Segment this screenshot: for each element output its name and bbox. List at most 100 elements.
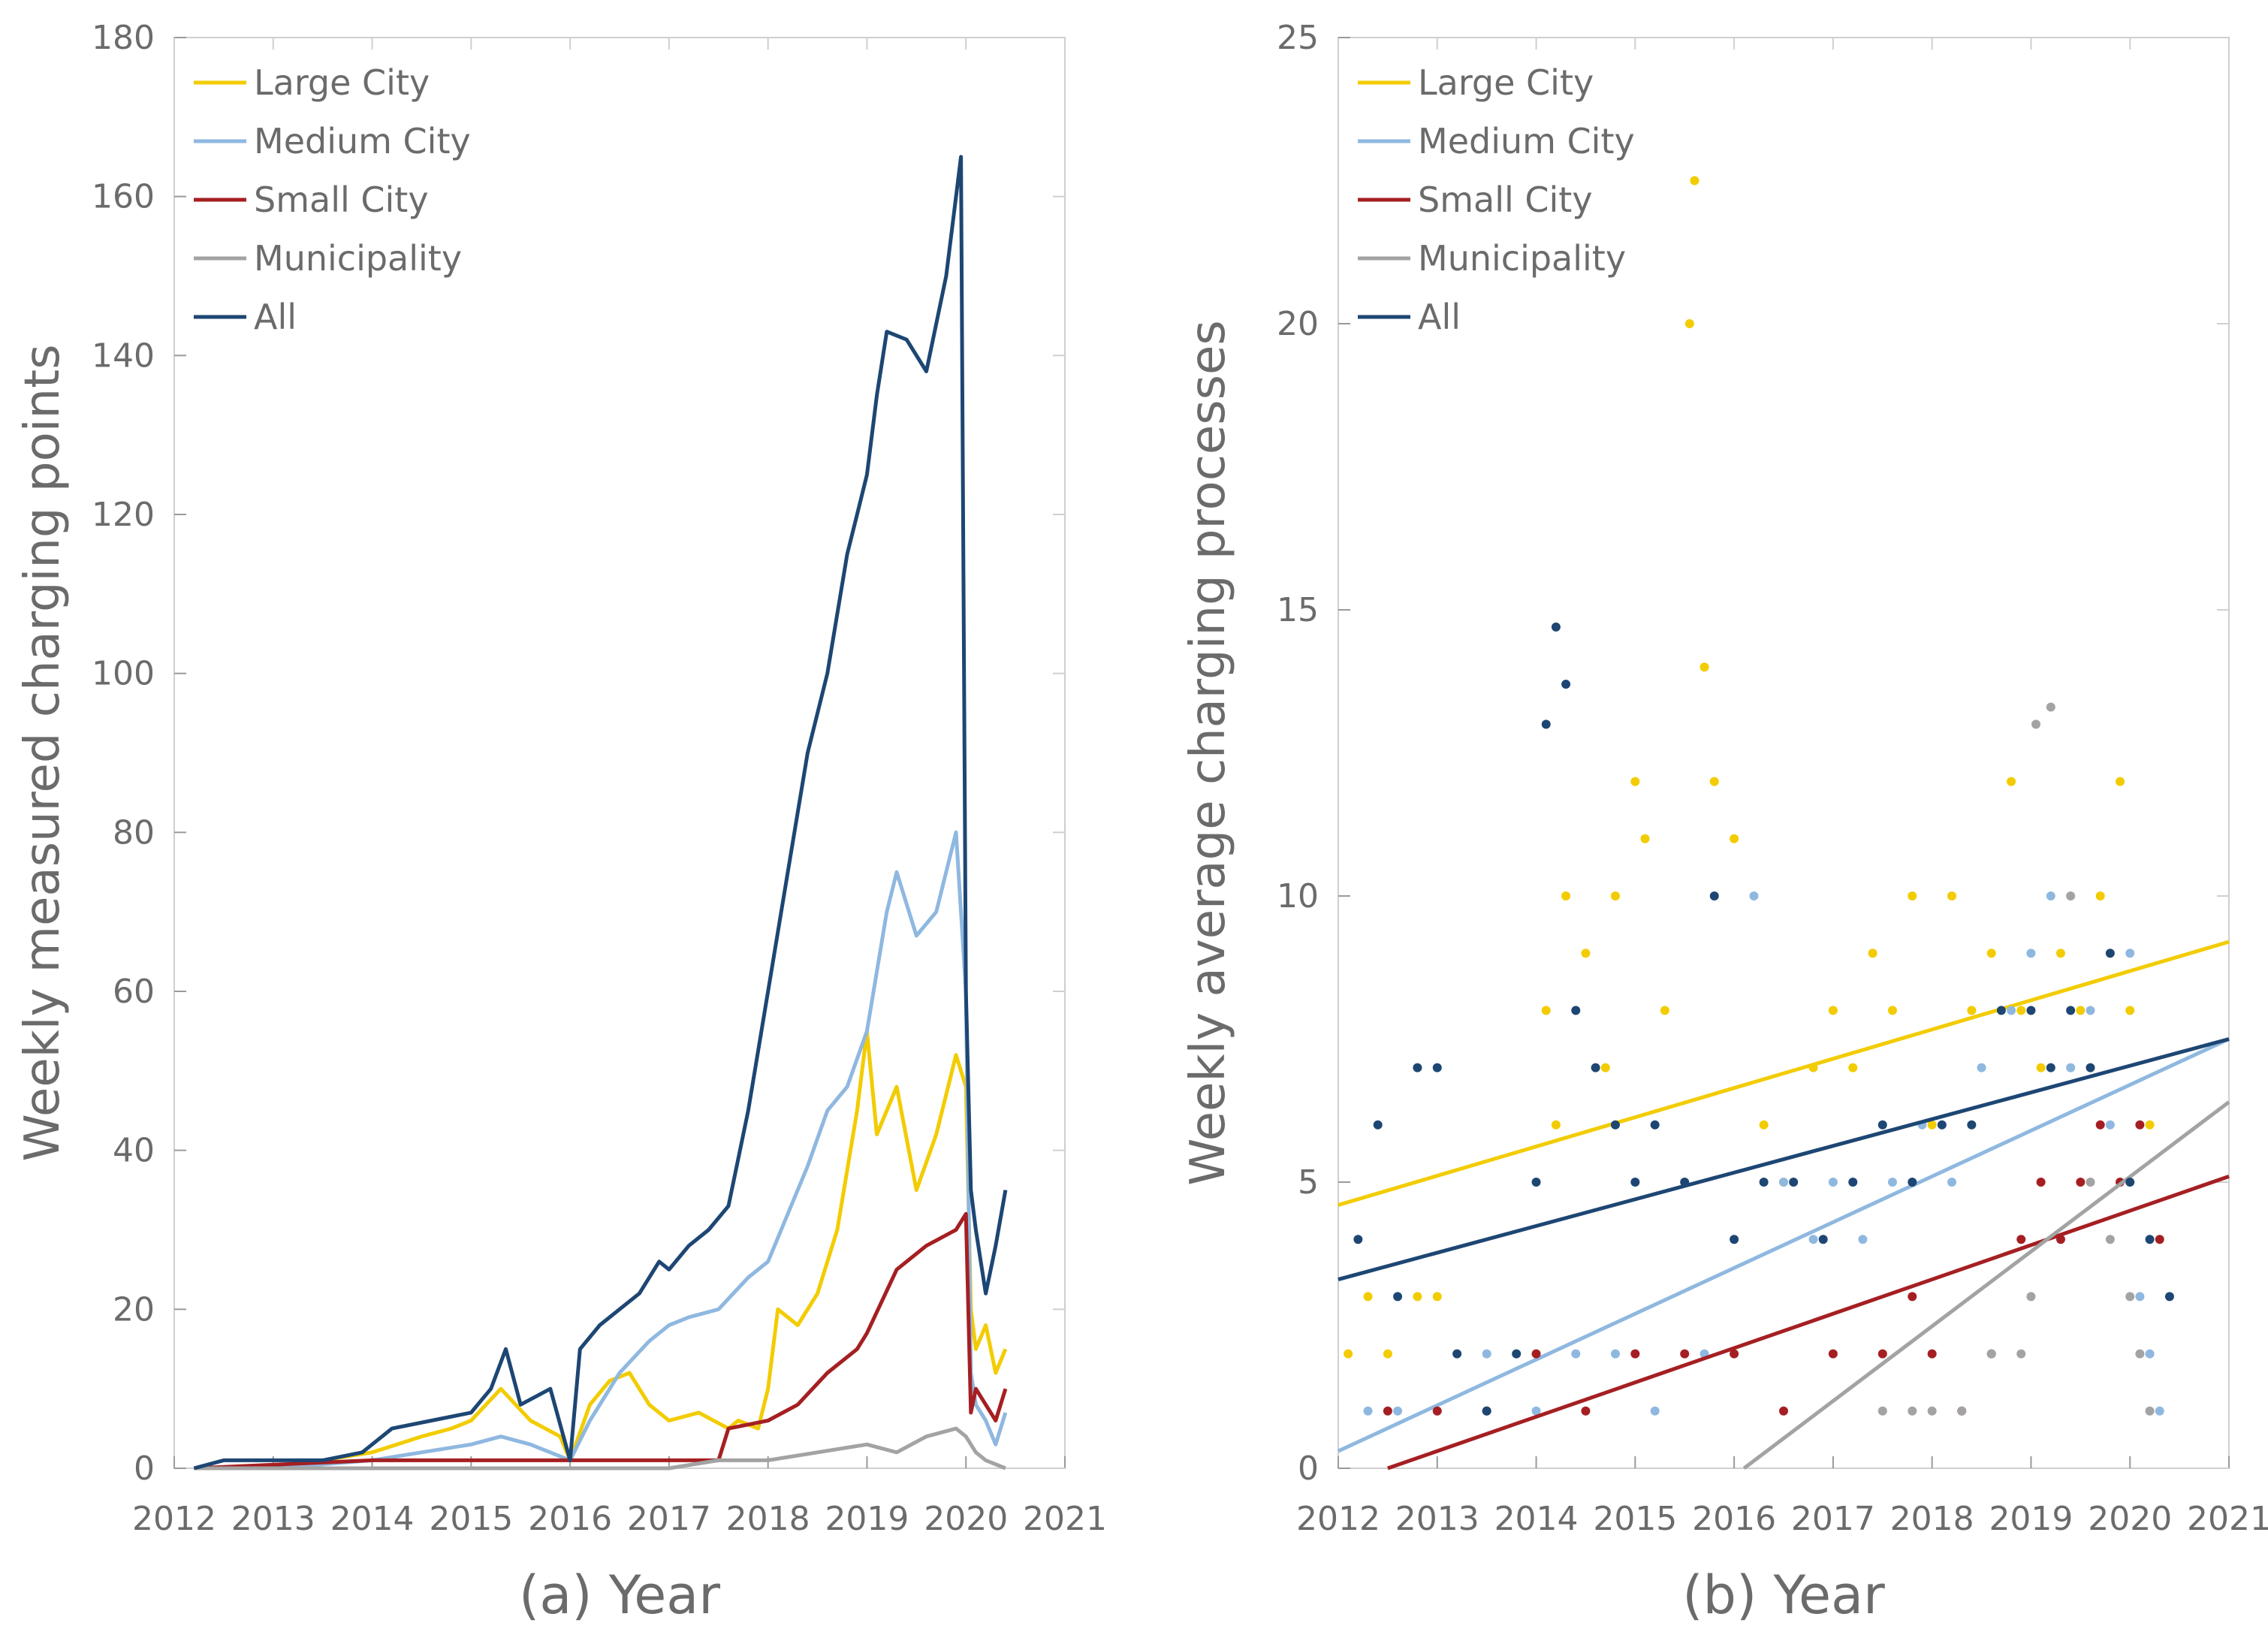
data-point-all — [1650, 1120, 1660, 1130]
data-point-small-city — [2016, 1235, 2026, 1244]
data-point-medium-city — [2145, 1349, 2155, 1359]
data-point-medium-city — [1482, 1349, 1491, 1359]
y-tick-label: 15 — [1277, 591, 1319, 629]
x-tick-label: 2013 — [1395, 1500, 1479, 1538]
trend-line-municipality — [1742, 1100, 2230, 1470]
data-point-medium-city — [2135, 1292, 2145, 1302]
x-tick-label: 2021 — [2187, 1500, 2268, 1538]
data-point-large-city — [1630, 777, 1640, 786]
data-point-large-city — [2076, 1006, 2086, 1015]
data-point-municipality — [2086, 1178, 2095, 1187]
data-point-medium-city — [2007, 1006, 2016, 1015]
data-point-all — [1908, 1178, 1917, 1187]
x-tick-label: 2014 — [330, 1500, 415, 1538]
data-point-small-city — [1828, 1349, 1838, 1359]
data-point-large-city — [1759, 1120, 1769, 1130]
series-line-small-city — [194, 1211, 1008, 1471]
trend-line-small-city — [1387, 1175, 2230, 1471]
data-point-small-city — [1680, 1349, 1690, 1359]
data-point-large-city — [1541, 1006, 1551, 1015]
data-point-municipality — [2135, 1349, 2145, 1359]
data-point-all — [1571, 1006, 1581, 1015]
x-tick-label: 2012 — [1296, 1500, 1380, 1538]
data-point-municipality — [2066, 891, 2076, 900]
data-point-all — [1541, 719, 1551, 729]
panel-b-chart: 2012 2013 2014 2015 2016 2017 2018 2019 2020 2021… — [1181, 19, 2268, 1626]
x-tick-label: 2018 — [726, 1500, 810, 1538]
x-tick-label: 2015 — [429, 1500, 513, 1538]
data-point-large-city — [1887, 1006, 1897, 1015]
data-point-small-city — [2095, 1120, 2105, 1130]
data-point-small-city — [1779, 1406, 1788, 1416]
data-point-municipality — [1877, 1406, 1887, 1416]
data-point-all — [1591, 1063, 1600, 1072]
data-point-large-city — [1383, 1349, 1392, 1359]
data-point-medium-city — [1363, 1406, 1373, 1416]
x-tick-label: 2021 — [1023, 1500, 1107, 1538]
data-point-small-city — [1877, 1349, 1887, 1359]
data-point-all — [1531, 1178, 1541, 1187]
data-point-large-city — [1828, 1006, 1838, 1015]
legend-entry: Small City — [254, 179, 429, 220]
x-tick-label: 2016 — [528, 1500, 612, 1538]
data-point-medium-city — [2066, 1063, 2076, 1072]
x-tick-label: 2019 — [825, 1500, 909, 1538]
data-point-all — [1818, 1235, 1828, 1244]
y-tick-label: 180 — [92, 19, 155, 57]
data-point-large-city — [2055, 949, 2065, 958]
data-point-medium-city — [1610, 1349, 1620, 1359]
data-point-large-city — [2095, 891, 2105, 900]
x-tick-label: 2014 — [1494, 1500, 1579, 1538]
data-point-all — [1432, 1063, 1442, 1072]
data-point-all — [1789, 1178, 1799, 1187]
data-point-large-city — [2145, 1120, 2155, 1130]
data-point-medium-city — [1749, 891, 1759, 900]
data-point-large-city — [1432, 1292, 1442, 1302]
data-point-large-city — [1610, 891, 1620, 900]
data-point-all — [2086, 1063, 2095, 1072]
legend-entry: All — [254, 297, 297, 337]
x-axis-title: (a) Year — [519, 1564, 720, 1626]
data-point-all — [1393, 1292, 1403, 1302]
data-point-large-city — [1709, 777, 1719, 786]
legend-entry: Municipality — [254, 238, 462, 279]
data-point-large-city — [1640, 834, 1650, 843]
data-point-municipality — [2031, 719, 2041, 729]
data-point-small-city — [2135, 1120, 2145, 1130]
data-point-all — [1996, 1006, 2006, 1015]
data-point-small-city — [1730, 1349, 1739, 1359]
y-tick-label: 140 — [92, 336, 155, 375]
data-point-large-city — [2116, 777, 2125, 786]
data-point-all — [1937, 1120, 1947, 1130]
data-point-municipality — [2105, 1235, 2115, 1244]
y-axis-title: Weekly average charging processes — [1181, 320, 1236, 1185]
data-point-medium-city — [1531, 1406, 1541, 1416]
data-point-all — [2164, 1292, 2174, 1302]
x-tick-label: 2017 — [627, 1500, 711, 1538]
data-point-small-city — [2155, 1235, 2164, 1244]
y-tick-label: 5 — [1298, 1163, 1319, 1202]
y-tick-label: 0 — [1298, 1449, 1319, 1488]
legend-entry: Small City — [1418, 179, 1593, 220]
data-point-municipality — [1908, 1406, 1917, 1416]
x-tick-label: 2020 — [2088, 1500, 2172, 1538]
legend-entry: All — [1418, 297, 1461, 337]
data-point-medium-city — [1808, 1235, 1818, 1244]
panel-a-chart: 2012 2013 2014 2015 2016 2017 2018 2019 2020 2021… — [15, 19, 1107, 1626]
data-point-medium-city — [1858, 1235, 1868, 1244]
legend-entry: Large City — [1418, 62, 1594, 103]
data-point-all — [2046, 1063, 2055, 1072]
series-line-large-city — [194, 1029, 1008, 1471]
data-point-municipality — [1957, 1406, 1967, 1416]
data-point-medium-city — [2155, 1406, 2164, 1416]
data-point-all — [2125, 1178, 2135, 1187]
data-point-small-city — [1927, 1349, 1937, 1359]
x-axis-title: (b) Year — [1682, 1564, 1885, 1626]
data-point-medium-city — [1947, 1178, 1957, 1187]
y-tick-label: 160 — [92, 178, 155, 216]
x-tick-label: 2017 — [1791, 1500, 1875, 1538]
data-point-large-city — [2016, 1006, 2026, 1015]
y-tick-label: 0 — [134, 1449, 155, 1488]
data-point-large-city — [2125, 1006, 2135, 1015]
y-tick-label: 80 — [113, 813, 155, 852]
